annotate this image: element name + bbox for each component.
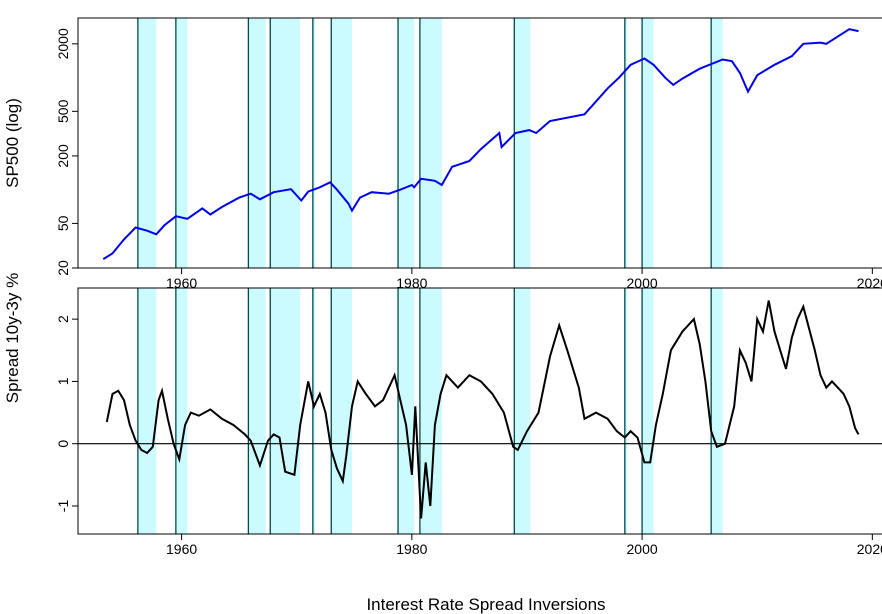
x-axis-label: Interest Rate Spread Inversions xyxy=(366,595,605,614)
inversion-band xyxy=(175,288,188,534)
sp500-line xyxy=(102,28,859,260)
inversion-band xyxy=(514,18,531,268)
sp500-inversion-bands xyxy=(137,18,723,268)
sp500-y-tick-label: 20 xyxy=(55,260,71,276)
sp500-x-tick-label: 2000 xyxy=(627,275,658,291)
spread-y-axis: -1 0 1 2 xyxy=(55,315,78,512)
sp500-x-tick-label: 1960 xyxy=(166,275,197,291)
inversion-band xyxy=(514,288,531,534)
inversion-band xyxy=(398,288,415,534)
spread-line xyxy=(105,300,860,519)
spread-inversion-bands xyxy=(137,288,723,534)
spread-x-tick-label: 2020 xyxy=(857,541,882,557)
inversion-band xyxy=(642,288,654,534)
sp500-x-axis: 1960 1980 2000 2020 xyxy=(166,268,882,291)
sp500-y-tick-label: 500 xyxy=(55,99,71,123)
sp500-y-tick-label: 2000 xyxy=(55,28,71,59)
inversion-band xyxy=(624,288,628,534)
inversion-band xyxy=(398,18,415,268)
sp500-plot-frame xyxy=(77,17,882,269)
inversion-band xyxy=(312,288,316,534)
sp500-y-tick-label: 50 xyxy=(55,215,71,231)
inversion-band xyxy=(270,18,301,268)
spread-y-tick-label: 1 xyxy=(55,377,71,385)
spread-y-tick-label: -1 xyxy=(55,500,71,513)
spread-x-tick-label: 1980 xyxy=(396,541,427,557)
inversion-band xyxy=(331,18,352,268)
inversion-band xyxy=(175,18,188,268)
sp500-y-axis: 20 50 200 500 2000 xyxy=(55,28,78,276)
spread-x-tick-label: 2000 xyxy=(627,541,658,557)
spread-x-tick-label: 1960 xyxy=(166,541,197,557)
inversion-band xyxy=(270,288,301,534)
inversion-band xyxy=(137,18,157,268)
spread-plot-frame xyxy=(77,287,882,535)
inversion-band xyxy=(137,288,157,534)
spread-y-tick-label: 2 xyxy=(55,315,71,323)
inversion-band xyxy=(248,18,266,268)
inversion-band xyxy=(642,18,654,268)
sp500-y-tick-label: 200 xyxy=(55,144,71,168)
inversion-band xyxy=(419,18,442,268)
spread-x-axis: 1960 1980 2000 2020 xyxy=(166,534,882,557)
inversion-band xyxy=(711,288,723,534)
spread-y-label: Spread 10y-3y % xyxy=(3,273,22,403)
inversion-band xyxy=(331,288,352,534)
inversion-band xyxy=(248,288,266,534)
inversion-band xyxy=(624,18,628,268)
spread-y-tick-label: 0 xyxy=(55,440,71,448)
inversion-band xyxy=(711,18,723,268)
sp500-panel: 20 50 200 500 2000 1960 1980 2000 2020 SP500 (l… xyxy=(3,17,882,291)
sp500-x-tick-label: 1980 xyxy=(396,275,427,291)
spread-panel: -1 0 1 2 1960 1980 2000 2020 Spread 10y-3y % xyxy=(3,273,882,557)
sp500-x-tick-label: 2020 xyxy=(857,275,882,291)
inversion-band xyxy=(312,18,316,268)
sp500-y-label: SP500 (log) xyxy=(3,98,22,188)
